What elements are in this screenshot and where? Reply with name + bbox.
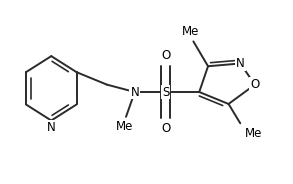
- Text: Me: Me: [116, 120, 133, 133]
- Text: O: O: [161, 122, 170, 135]
- Text: N: N: [236, 57, 245, 70]
- Text: Me: Me: [245, 127, 262, 140]
- Text: O: O: [161, 49, 170, 62]
- Text: Me: Me: [182, 25, 199, 38]
- Text: S: S: [162, 86, 169, 98]
- Text: O: O: [250, 78, 260, 91]
- Text: N: N: [47, 121, 56, 135]
- Text: N: N: [130, 86, 139, 98]
